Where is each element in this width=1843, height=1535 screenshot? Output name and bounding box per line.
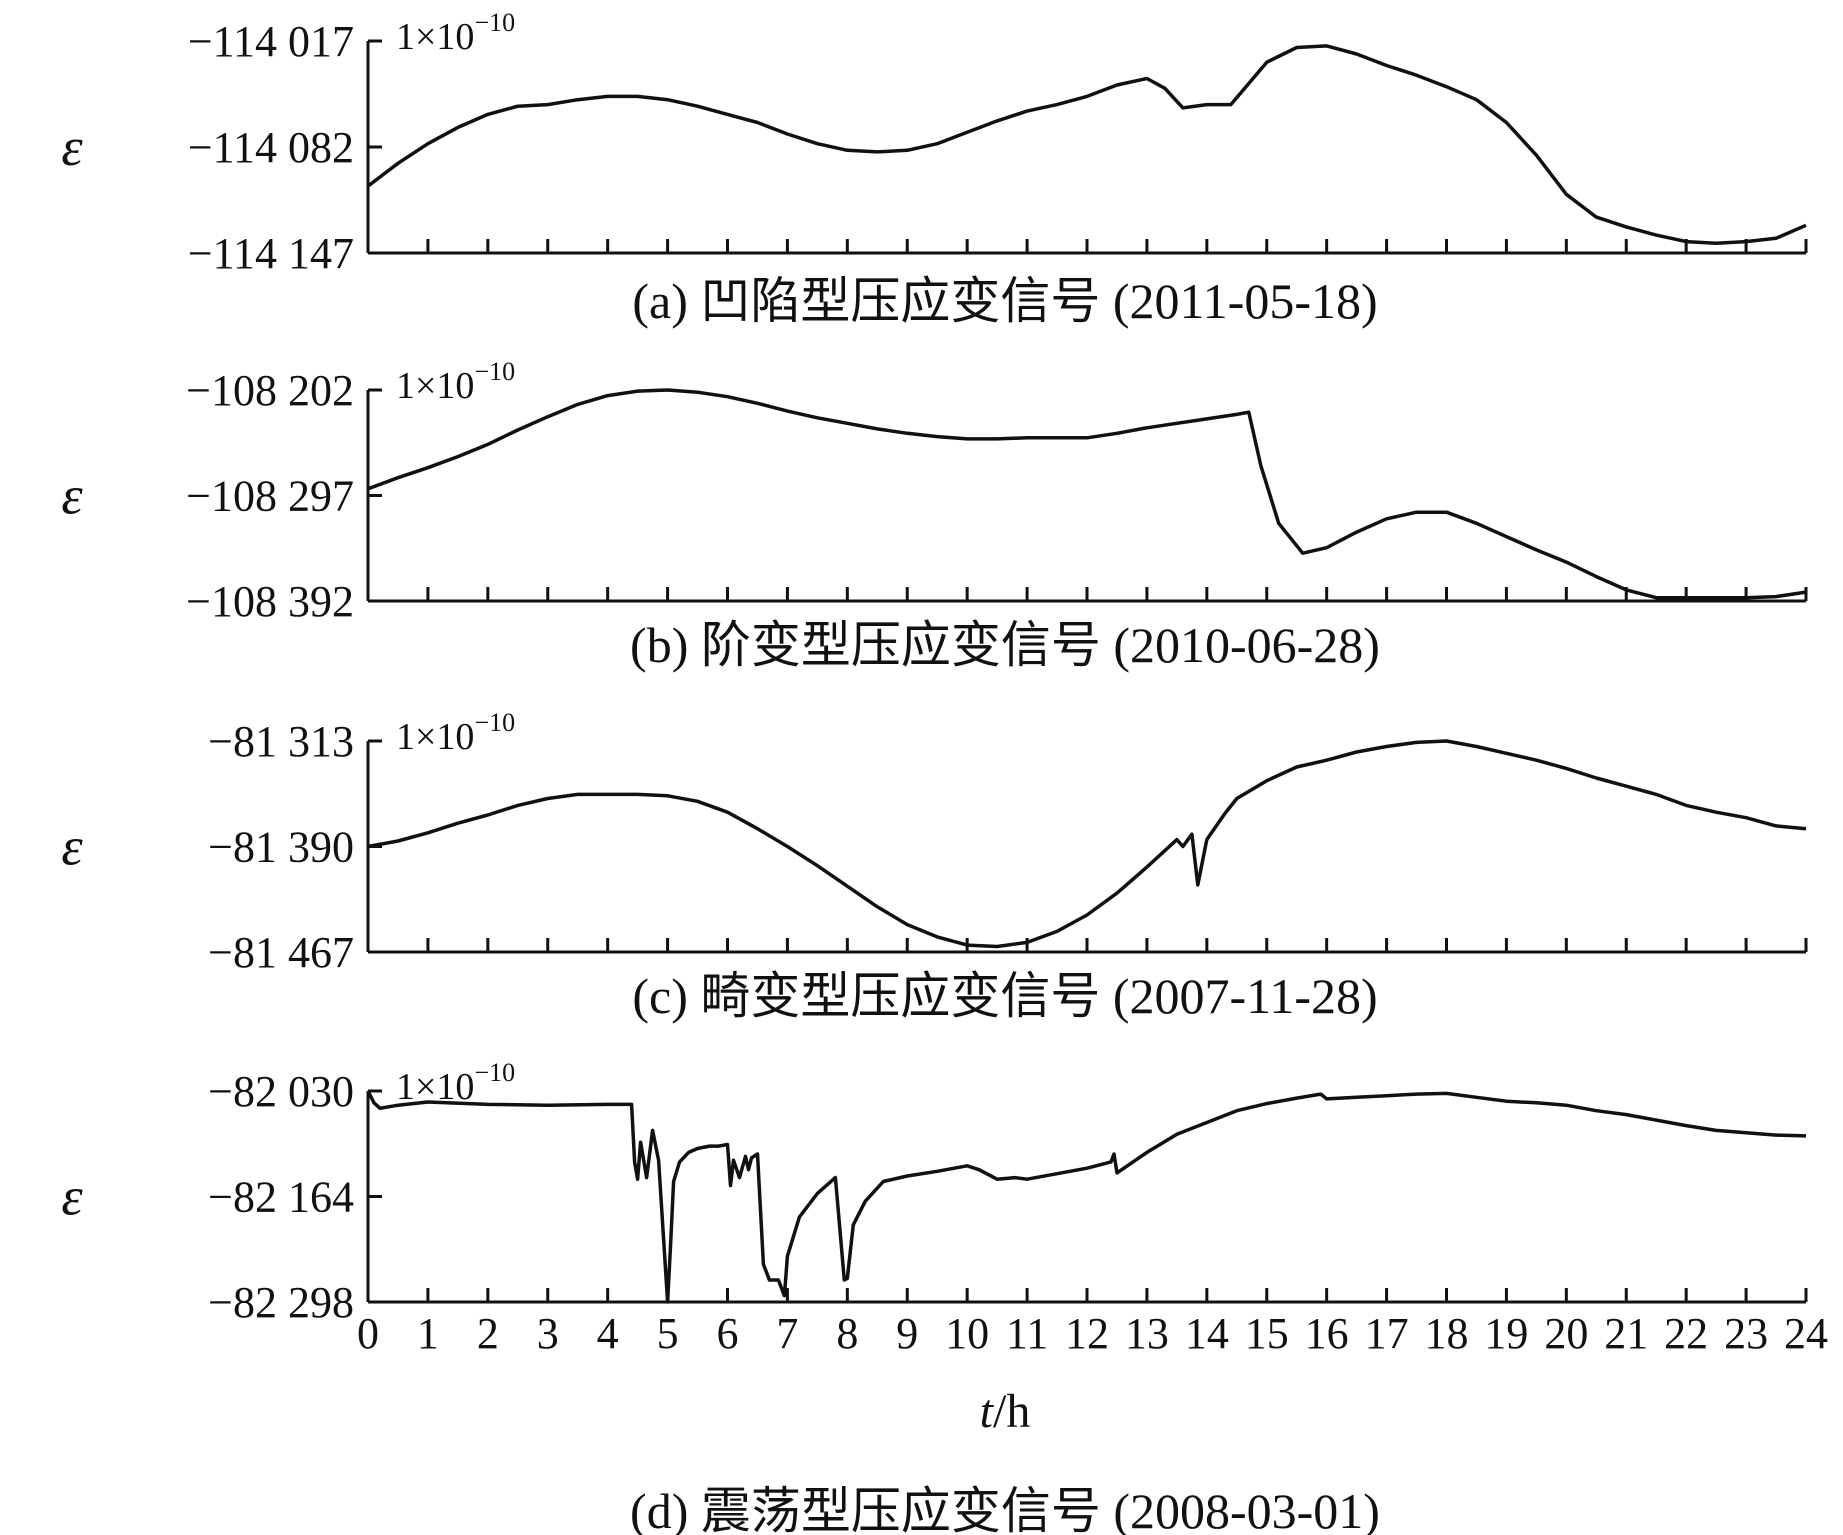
unit-exponent: −10 — [474, 708, 515, 737]
x-tick-label: 6 — [717, 1309, 739, 1358]
series-line — [367, 739, 1807, 949]
unit-label: 1×10−10 — [396, 357, 515, 407]
x-axis-title: t/h — [980, 1385, 1031, 1438]
x-tick-label: 4 — [597, 1309, 619, 1358]
panel-caption: (b) 阶变型压应变信号 (2010-06-28) — [630, 617, 1380, 673]
y-tick-label: −108 392 — [186, 577, 354, 626]
y-tick-label: −81 390 — [208, 823, 354, 872]
y-tick-label: −82 298 — [208, 1278, 354, 1327]
panel-b: −108 202 −108 297 −108 392 ε 1×10−10 (b) 阶变型压… — [61, 357, 1808, 673]
panel-caption: (a) 凹陷型压应变信号 (2011-05-18) — [632, 273, 1377, 329]
y-tick-label: −82 030 — [208, 1067, 354, 1116]
x-tick-label: 2 — [477, 1309, 499, 1358]
y-tick-label: −114 147 — [188, 229, 354, 278]
unit-base: 1×10 — [396, 716, 474, 758]
x-tick-label: 24 — [1784, 1309, 1828, 1358]
series-line — [366, 44, 1807, 245]
x-tick-label: 11 — [1006, 1309, 1048, 1358]
x-axis-title-variable: t — [980, 1385, 995, 1438]
y-axis-label: ε — [61, 817, 83, 877]
x-tick-label: 17 — [1365, 1309, 1409, 1358]
unit-label: 1×10−10 — [396, 708, 515, 758]
x-tick-label: 22 — [1664, 1309, 1708, 1358]
x-tick-label: 7 — [776, 1309, 798, 1358]
y-axis-label: ε — [61, 466, 83, 526]
x-tick-label: 9 — [896, 1309, 918, 1358]
x-tick-label: 0 — [357, 1309, 379, 1358]
panel-caption: (d) 震荡型压应变信号 (2008-03-01) — [630, 1483, 1380, 1535]
y-tick-label: −108 202 — [186, 366, 354, 415]
x-tick-labels: 0 1 2 3 4 5 6 7 8 9 10 11 12 13 14 15 16 17 18 19 20 21 22 23 24 — [357, 1309, 1828, 1358]
x-tick-label: 8 — [836, 1309, 858, 1358]
unit-exponent: −10 — [474, 8, 515, 37]
x-tick-label: 16 — [1305, 1309, 1349, 1358]
x-axis-title-unit: /h — [993, 1385, 1030, 1438]
x-tick-label: 21 — [1604, 1309, 1648, 1358]
panel-c: −81 313 −81 390 −81 467 ε 1×10−10 (c) 畸变型压应变信… — [61, 708, 1808, 1024]
x-tick-label: 19 — [1484, 1309, 1528, 1358]
x-tick-label: 20 — [1544, 1309, 1588, 1358]
series-line — [367, 388, 1807, 600]
unit-label: 1×10−10 — [396, 1058, 515, 1108]
panel-a: −114 017 −114 082 −114 147 ε 1×10−10 (a) 凹陷型压… — [61, 8, 1808, 329]
y-tick-label: −108 297 — [186, 472, 354, 521]
panel-d: −82 030 −82 164 −82 298 ε 1×10−10 (d) 震荡型压应变信… — [61, 1058, 1808, 1535]
x-tick-label: 3 — [537, 1309, 559, 1358]
unit-label: 1×10−10 — [396, 8, 515, 58]
x-tick-label: 5 — [657, 1309, 679, 1358]
x-tick-label: 12 — [1065, 1309, 1109, 1358]
y-tick-label: −82 164 — [208, 1173, 354, 1222]
x-tick-label: 14 — [1185, 1309, 1229, 1358]
x-tick-label: 23 — [1724, 1309, 1768, 1358]
x-tick-label: 13 — [1125, 1309, 1169, 1358]
panel-caption: (c) 畸变型压应变信号 (2007-11-28) — [632, 968, 1377, 1024]
y-axis-label: ε — [61, 117, 83, 177]
y-axis-label: ε — [61, 1167, 83, 1227]
unit-base: 1×10 — [396, 16, 474, 58]
unit-exponent: −10 — [474, 357, 515, 386]
unit-exponent: −10 — [474, 1058, 515, 1087]
y-tick-label: −81 467 — [208, 928, 354, 977]
y-tick-label: −114 017 — [188, 17, 354, 66]
x-tick-label: 10 — [945, 1309, 989, 1358]
series-line — [366, 1090, 1807, 1304]
y-tick-label: −114 082 — [188, 123, 354, 172]
x-tick-label: 18 — [1425, 1309, 1469, 1358]
x-tick-label: 1 — [417, 1309, 439, 1358]
x-tick-label: 15 — [1245, 1309, 1289, 1358]
unit-base: 1×10 — [396, 365, 474, 407]
y-tick-label: −81 313 — [208, 717, 354, 766]
